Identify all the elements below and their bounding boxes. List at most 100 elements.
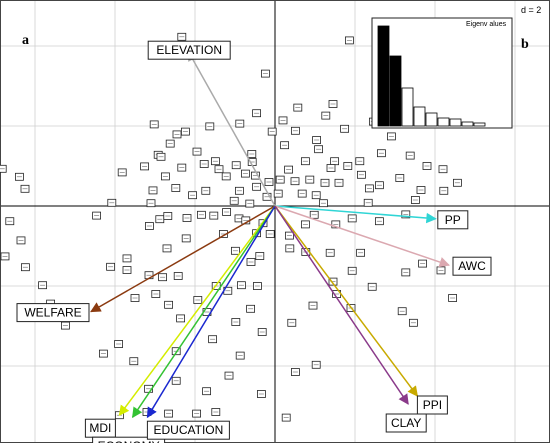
observation-point <box>182 214 192 222</box>
observation-point <box>99 349 108 358</box>
observation-point <box>230 246 240 255</box>
observation-point <box>210 157 220 166</box>
variable-label-text: PPI <box>423 398 442 412</box>
observation-point <box>107 198 117 207</box>
eigenvalue-bar <box>401 87 414 127</box>
observation-point <box>311 191 321 200</box>
observation-point <box>229 196 239 205</box>
observation-point <box>438 165 448 174</box>
observation-point <box>199 160 209 168</box>
observation-point <box>171 376 181 385</box>
observation-point <box>401 268 411 277</box>
observation-point <box>326 164 336 172</box>
observation-point <box>192 147 202 156</box>
panel-label-a: a <box>22 33 29 48</box>
observation-point <box>172 130 182 139</box>
observation-point <box>221 172 231 181</box>
observation-point <box>281 413 291 422</box>
observation-point <box>257 328 267 336</box>
observation-point <box>0 164 7 173</box>
observation-point <box>196 210 206 219</box>
observation-point <box>173 272 183 280</box>
eigenvalues-title: Eigenv alues <box>466 21 507 28</box>
observation-point <box>14 172 24 181</box>
variable-label-welfare: WELFARE <box>16 303 90 323</box>
observation-point <box>273 189 283 198</box>
variable-label-text: CLAY <box>391 416 421 430</box>
observation-point <box>151 290 161 298</box>
variable-label-box <box>437 210 469 230</box>
observation-point <box>284 231 294 240</box>
eigenvalue-bar <box>449 118 462 127</box>
observation-point <box>146 199 156 208</box>
observation-point <box>205 122 215 131</box>
observation-point <box>331 220 341 229</box>
observation-point <box>224 371 234 380</box>
observation-point <box>408 318 418 327</box>
observation-point <box>256 390 266 398</box>
observation-point <box>280 141 290 150</box>
observation-point <box>340 124 350 133</box>
observation-point <box>164 409 174 418</box>
observation-point <box>439 186 449 195</box>
variable-labels: ELEVATION PP AWC WELFARE MDI ECONOMY EDUCATION… <box>16 40 492 443</box>
grid-size-label: d = 2 <box>521 5 541 15</box>
observation-point <box>309 210 319 219</box>
observation-point <box>162 244 172 253</box>
eigenvalue-bar <box>425 112 438 127</box>
observation-point <box>308 301 318 310</box>
observation-point <box>114 340 123 348</box>
observation-point <box>164 300 174 309</box>
observation-point <box>234 186 244 195</box>
observation-point <box>290 126 300 135</box>
observation-point <box>208 335 218 344</box>
observation-point <box>311 360 321 369</box>
observation-point <box>252 109 262 118</box>
observation-point <box>16 236 26 245</box>
observation-point <box>140 162 150 171</box>
variable-label-box <box>385 413 427 433</box>
observation-point <box>334 178 344 187</box>
observation-point <box>422 162 432 170</box>
observation-point <box>245 199 255 208</box>
observation-point <box>148 186 158 195</box>
observation-point <box>300 157 310 166</box>
observation-point <box>236 281 246 290</box>
observation-point <box>314 145 324 154</box>
observation-point <box>192 409 202 418</box>
variable-label-text: ELEVATION <box>156 43 222 57</box>
observation-point <box>418 259 428 268</box>
observation-point <box>176 314 186 323</box>
eigenvalue-bar <box>437 117 450 127</box>
variable-label-economy: ECONOMY <box>92 436 166 443</box>
observation-point <box>355 157 365 166</box>
eigenvalue-bar <box>389 55 402 127</box>
observation-point <box>300 220 310 229</box>
arrow-elevation <box>187 50 276 207</box>
observation-point <box>144 222 154 230</box>
observation-point <box>284 165 294 174</box>
observation-point <box>376 149 386 158</box>
variable-label-box <box>146 420 230 440</box>
observation-point <box>177 32 187 41</box>
observation-point <box>180 127 190 136</box>
variable-label-text: EDUCATION <box>154 423 224 437</box>
observation-point <box>158 273 168 282</box>
observation-point <box>61 321 70 330</box>
observation-point <box>130 294 140 302</box>
observation-point <box>374 181 384 190</box>
observation-point <box>416 186 426 194</box>
eigenvalue-bar <box>377 25 390 127</box>
observation-point <box>165 139 175 148</box>
variable-label-text: WELFARE <box>24 306 81 320</box>
observation-point <box>246 304 256 313</box>
observation-point <box>188 191 198 200</box>
variable-label-box <box>147 40 231 60</box>
observation-point <box>343 162 353 170</box>
observation-point <box>209 211 219 220</box>
arrow-ppi <box>274 205 419 397</box>
observation-point <box>325 248 335 257</box>
observation-point <box>171 184 181 192</box>
panel-label-b: b <box>521 37 529 52</box>
observation-point <box>356 170 366 179</box>
